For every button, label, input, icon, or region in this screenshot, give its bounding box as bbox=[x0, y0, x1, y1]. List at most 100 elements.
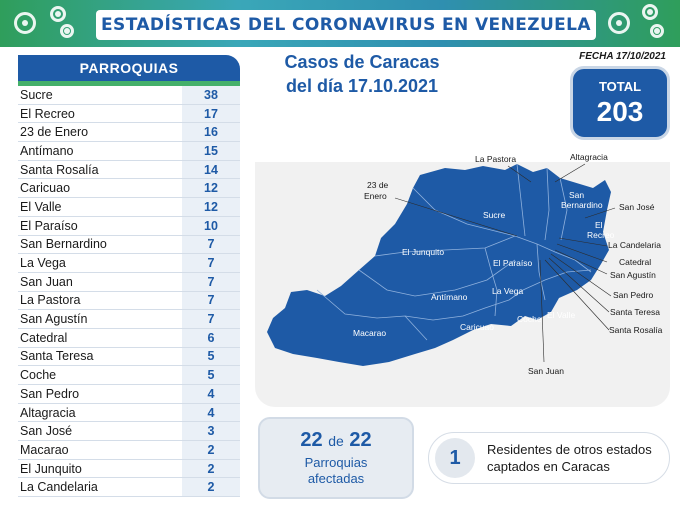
parish-cases: 6 bbox=[182, 328, 240, 347]
affected-count-value: 22 bbox=[300, 429, 323, 451]
table-row: La Pastora 7 bbox=[18, 291, 240, 311]
map-label-el-junquito: El Junquito bbox=[402, 247, 444, 257]
parish-name: Caricuao bbox=[20, 181, 71, 196]
map-label-23-de-enero: 23 de bbox=[367, 180, 389, 190]
table-row: Caricuao 12 bbox=[18, 179, 240, 199]
parish-cases: 2 bbox=[182, 441, 240, 459]
map-label-catedral: Catedral bbox=[619, 257, 651, 267]
parish-name: La Vega bbox=[20, 256, 66, 271]
parish-name: La Candelaria bbox=[20, 480, 98, 495]
map-label-el-recreo: El bbox=[595, 220, 603, 230]
parish-name: El Paraíso bbox=[20, 218, 78, 233]
header-banner: ESTADÍSTICAS DEL CORONAVIRUS EN VENEZUEL… bbox=[0, 0, 680, 47]
parish-cases: 38 bbox=[182, 86, 240, 104]
table-row: San Agustín 7 bbox=[18, 310, 240, 329]
inner-labels: Sucre El Junquito Antímano Macarao Caric… bbox=[353, 190, 615, 338]
map-label-san-pedro: San Pedro bbox=[613, 290, 653, 300]
parish-name: San Pedro bbox=[20, 386, 80, 401]
parish-name: Sucre bbox=[20, 87, 53, 102]
table-row: El Valle 12 bbox=[18, 198, 240, 217]
parish-name: Santa Teresa bbox=[20, 349, 94, 364]
parroquias-header: PARROQUIAS bbox=[18, 55, 240, 86]
outer-labels: La Pastora Altagracia 23 de Enero San Jo… bbox=[364, 152, 663, 376]
table-row: Macarao 2 bbox=[18, 441, 240, 460]
table-row: Antímano 15 bbox=[18, 142, 240, 161]
subtitle: Casos de Caracas del día 17.10.2021 bbox=[262, 50, 462, 98]
parish-cases: 7 bbox=[182, 291, 240, 310]
virus-icon bbox=[608, 12, 630, 34]
parish-name: El Recreo bbox=[20, 106, 75, 121]
map-label-san-bernardino-2: Bernardino bbox=[561, 200, 603, 210]
parish-name: San Bernardino bbox=[20, 237, 107, 252]
parish-name: San Agustín bbox=[20, 312, 88, 327]
subtitle-line2: del día 17.10.2021 bbox=[285, 76, 439, 96]
affected-parishes-box: 22 de 22 Parroquias afectadas bbox=[258, 417, 414, 499]
map-label-el-recreo-2: Recreo bbox=[587, 230, 615, 240]
parish-cases: 16 bbox=[182, 123, 240, 142]
residents-box: 1 Residentes de otros estados captados e… bbox=[428, 432, 670, 484]
table-row: La Vega 7 bbox=[18, 254, 240, 273]
parish-name: El Valle bbox=[20, 199, 62, 214]
map-label-23-de-enero-2: Enero bbox=[364, 191, 387, 201]
affected-line1: Parroquias bbox=[304, 455, 368, 470]
table-row: 23 de Enero 16 bbox=[18, 123, 240, 143]
virus-icon bbox=[642, 4, 658, 20]
parish-name: San Juan bbox=[20, 274, 73, 289]
map-label-macarao: Macarao bbox=[353, 328, 386, 338]
virus-icon bbox=[60, 24, 74, 38]
map-label-san-agustin: San Agustín bbox=[610, 270, 656, 280]
parish-cases: 7 bbox=[182, 235, 240, 254]
affected-total-value: 22 bbox=[349, 429, 372, 451]
table-row: Santa Rosalía 14 bbox=[18, 160, 240, 180]
table-row: El Junquito 2 bbox=[18, 459, 240, 479]
map-label-altagracia: Altagracia bbox=[570, 152, 608, 162]
subtitle-line1: Casos de Caracas bbox=[284, 52, 440, 72]
map-label-santa-teresa: Santa Teresa bbox=[610, 307, 660, 317]
page-title: ESTADÍSTICAS DEL CORONAVIRUS EN VENEZUEL… bbox=[96, 10, 596, 40]
parish-cases: 14 bbox=[182, 160, 240, 179]
parish-cases: 5 bbox=[182, 347, 240, 366]
parish-name: Antímano bbox=[20, 143, 74, 158]
map-shape bbox=[267, 164, 611, 366]
virus-icon bbox=[14, 12, 36, 34]
affected-line2: afectadas bbox=[307, 471, 365, 486]
virus-icon bbox=[650, 24, 664, 38]
map-label-la-vega: La Vega bbox=[492, 286, 523, 296]
map-label-santa-rosalia: Santa Rosalía bbox=[609, 325, 663, 335]
map-label-antimano: Antímano bbox=[431, 292, 468, 302]
table-row: El Paraíso 10 bbox=[18, 216, 240, 236]
parish-cases: 12 bbox=[182, 179, 240, 198]
virus-icon bbox=[50, 6, 66, 22]
map-label-el-valle: El Valle bbox=[547, 310, 575, 320]
map-label-la-candelaria: La Candelaria bbox=[608, 240, 661, 250]
parish-name: El Junquito bbox=[20, 461, 82, 476]
table-row: Santa Teresa 5 bbox=[18, 347, 240, 367]
leader-lines bbox=[394, 163, 616, 363]
parish-name: Coche bbox=[20, 368, 57, 383]
parish-name: Altagracia bbox=[20, 405, 76, 420]
total-box: TOTAL 203 bbox=[570, 66, 670, 140]
parish-name: Santa Rosalía bbox=[20, 162, 99, 177]
report-date: FECHA 17/10/2021 bbox=[579, 51, 666, 62]
table-row: San Bernardino 7 bbox=[18, 235, 240, 255]
table-row: San José 3 bbox=[18, 422, 240, 442]
table-row: Sucre 38 bbox=[18, 86, 240, 105]
parroquias-list: Sucre 38 El Recreo 17 23 de Enero 16 Antímano 1… bbox=[18, 86, 240, 498]
map-label-caricuao: Caricuao bbox=[460, 322, 494, 332]
parish-name: La Pastora bbox=[20, 293, 81, 308]
total-label: TOTAL bbox=[598, 79, 642, 94]
parish-name: 23 de Enero bbox=[20, 125, 89, 140]
residents-label: Residentes de otros estados captados en … bbox=[487, 442, 652, 474]
affected-of: de bbox=[328, 433, 344, 449]
map-label-san-jose: San José bbox=[619, 202, 655, 212]
map-label-coche: Coche bbox=[517, 314, 542, 324]
map-label-el-paraiso: El Paraíso bbox=[493, 258, 532, 268]
parish-name: Macarao bbox=[20, 442, 69, 457]
table-row: Catedral 6 bbox=[18, 328, 240, 348]
parish-borders bbox=[316, 163, 592, 341]
parish-cases: 5 bbox=[182, 366, 240, 384]
parish-cases: 2 bbox=[182, 478, 240, 497]
parish-cases: 3 bbox=[182, 422, 240, 441]
table-row: San Juan 7 bbox=[18, 272, 240, 292]
table-row: El Recreo 17 bbox=[18, 104, 240, 124]
